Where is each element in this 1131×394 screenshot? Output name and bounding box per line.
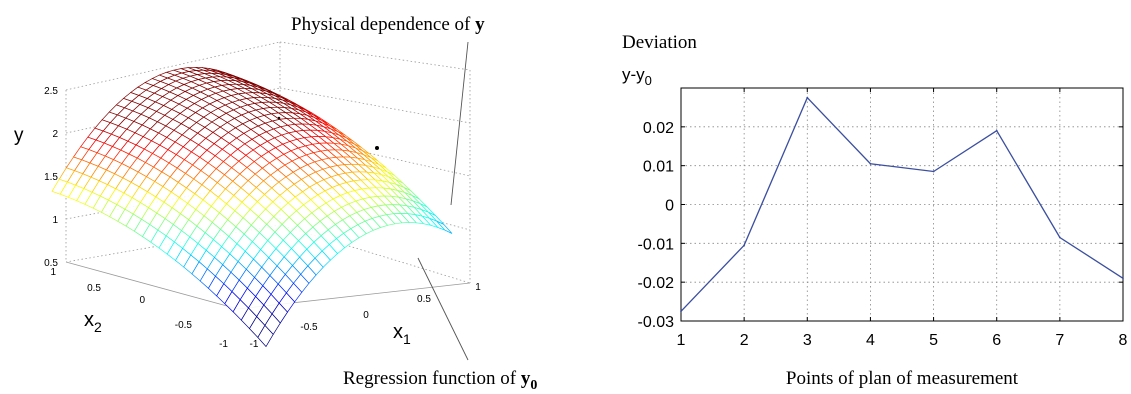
x2-axis-label: x2: [84, 309, 102, 335]
y-tick-label: 0.01: [643, 159, 674, 176]
x-tick-label: 3: [803, 332, 812, 349]
x-tick-label: 2: [740, 332, 749, 349]
x1-axis-label-sub: 1: [403, 331, 411, 347]
x-tick-label: 5: [929, 332, 938, 349]
x2-axis-label-sub: 2: [94, 319, 102, 335]
x-tick-label: 8: [1119, 332, 1128, 349]
surface-mesh: [51, 66, 453, 348]
y-tick-label: 0: [665, 198, 674, 215]
x2-tick-label: 0: [139, 295, 145, 306]
x1-tick-label: -0.5: [300, 322, 318, 333]
x1-tick-label: -1: [250, 339, 259, 350]
x2-tick-label: 1: [50, 267, 56, 278]
surface-marker-point: [375, 146, 379, 150]
axis-ticks: 1 2 3 4 5 6 7 8 0.02 0.01 0 -0.01 -0.02 -0.03: [638, 88, 1128, 349]
y-tick-label: -0.03: [638, 314, 675, 331]
data-point: [995, 129, 998, 132]
x1-tick-label: 0.5: [417, 294, 431, 305]
x1-tick-label: 1: [475, 282, 481, 293]
data-point: [1122, 277, 1124, 280]
z-tick-label: 0.5: [44, 258, 58, 269]
annotation-top: Physical dependence of y: [291, 14, 485, 35]
x2-tick-label: -0.5: [175, 320, 193, 331]
grid: [681, 88, 1123, 321]
annotation-pointer-bottom: [417, 257, 469, 361]
x-tick-label: 6: [992, 332, 1001, 349]
x1-axis-label-main: x: [393, 321, 403, 343]
z-axis-label: y: [14, 125, 24, 146]
x1-axis-label: x1: [393, 321, 411, 347]
data-point: [1058, 236, 1061, 239]
x2-tick-label: 0.5: [87, 283, 101, 294]
x2-axis-label-main: x: [84, 309, 94, 331]
data-point: [932, 170, 935, 173]
y-axis-label-main: y-y: [622, 65, 645, 84]
y-axis-label-sub: 0: [645, 73, 652, 88]
annotation-pointer-top: [450, 41, 469, 206]
surface-plot: 2.5 2 1.5 1 0.5 1 0.5 0 -0.5 -1 -1 -0.5 …: [14, 14, 537, 393]
z-tick-label: 2: [52, 129, 58, 140]
y-tick-label: -0.02: [638, 275, 675, 292]
chart-title: Deviation: [622, 32, 697, 53]
surface-marker-point: [277, 116, 281, 120]
annotation-bottom-sub: 0: [530, 378, 537, 393]
annotation-bottom-prefix: Regression function of: [343, 368, 521, 389]
deviation-series-line: [680, 96, 1124, 312]
z-tick-label: 2.5: [44, 86, 58, 97]
annotation-top-prefix: Physical dependence of: [291, 14, 475, 35]
x-tick-label: 4: [866, 332, 875, 349]
x-tick-label: 1: [677, 332, 686, 349]
y-tick-label: -0.01: [638, 236, 675, 253]
annotation-top-bold: y: [475, 14, 485, 35]
data-point: [806, 96, 809, 99]
annotation-bottom: Regression function of y0: [343, 368, 537, 393]
data-point: [680, 310, 682, 313]
x-axis-label: Points of plan of measurement: [786, 368, 1019, 389]
y-axis-label: y-y0: [622, 65, 652, 88]
y-tick-label: 0.02: [643, 120, 674, 137]
data-point: [869, 162, 872, 165]
data-point: [743, 244, 746, 247]
x-tick-label: 7: [1055, 332, 1064, 349]
deviation-chart: Deviation y-y0 1 2 3 4 5 6 7 80.020.010-0.01-0.…: [622, 32, 1128, 389]
z-tick-label: 1: [52, 215, 58, 226]
x1-tick-label: 0: [363, 310, 369, 321]
x2-tick-label: -1: [219, 339, 228, 350]
annotation-bottom-bold: y: [521, 368, 531, 389]
z-tick-label: 1.5: [44, 172, 58, 183]
series: [680, 96, 1124, 313]
surface-cell: [257, 324, 274, 348]
